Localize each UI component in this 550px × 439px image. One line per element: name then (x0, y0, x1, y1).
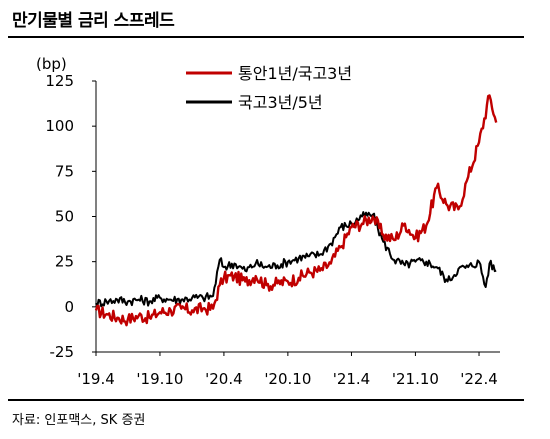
chart-lines (94, 94, 498, 327)
chart-axes: (bp) -25 0 25 50 75 100 125 '19.4 '19.10 '20.4 '20.… (36, 55, 500, 388)
series-line-red (94, 94, 498, 327)
x-tick-label: '19.4 (77, 370, 115, 388)
y-tick-label: 125 (45, 72, 74, 90)
x-tick-label: '20.4 (205, 370, 243, 388)
chart-title: 만기물별 금리 스프레드 (12, 11, 175, 31)
y-tick-label: 0 (64, 298, 74, 316)
title-divider (8, 36, 524, 38)
legend-label: 통안1년/국고3년 (238, 64, 352, 83)
y-tick-label: 75 (55, 162, 74, 180)
source-note: 자료: 인포맥스, SK 증권 (12, 413, 146, 428)
spread-chart: (bp) -25 0 25 50 75 100 125 '19.4 '19.10 '20.4 '20.… (36, 55, 500, 388)
y-tick-label: 100 (45, 117, 74, 135)
x-tick-label: '19.10 (136, 370, 183, 388)
y-tick-label: -25 (50, 343, 75, 361)
series-line-black (95, 211, 497, 308)
x-tick-label: '20.10 (264, 370, 311, 388)
y-tick-label: 25 (55, 253, 74, 271)
source-divider (8, 399, 524, 401)
y-axis-unit-label: (bp) (36, 55, 67, 73)
x-tick-label: '21.10 (392, 370, 439, 388)
x-tick-label: '21.4 (333, 370, 371, 388)
y-tick-label: 50 (55, 208, 74, 226)
legend-label: 국고3년/5년 (238, 93, 323, 112)
x-tick-label: '22.4 (460, 370, 498, 388)
